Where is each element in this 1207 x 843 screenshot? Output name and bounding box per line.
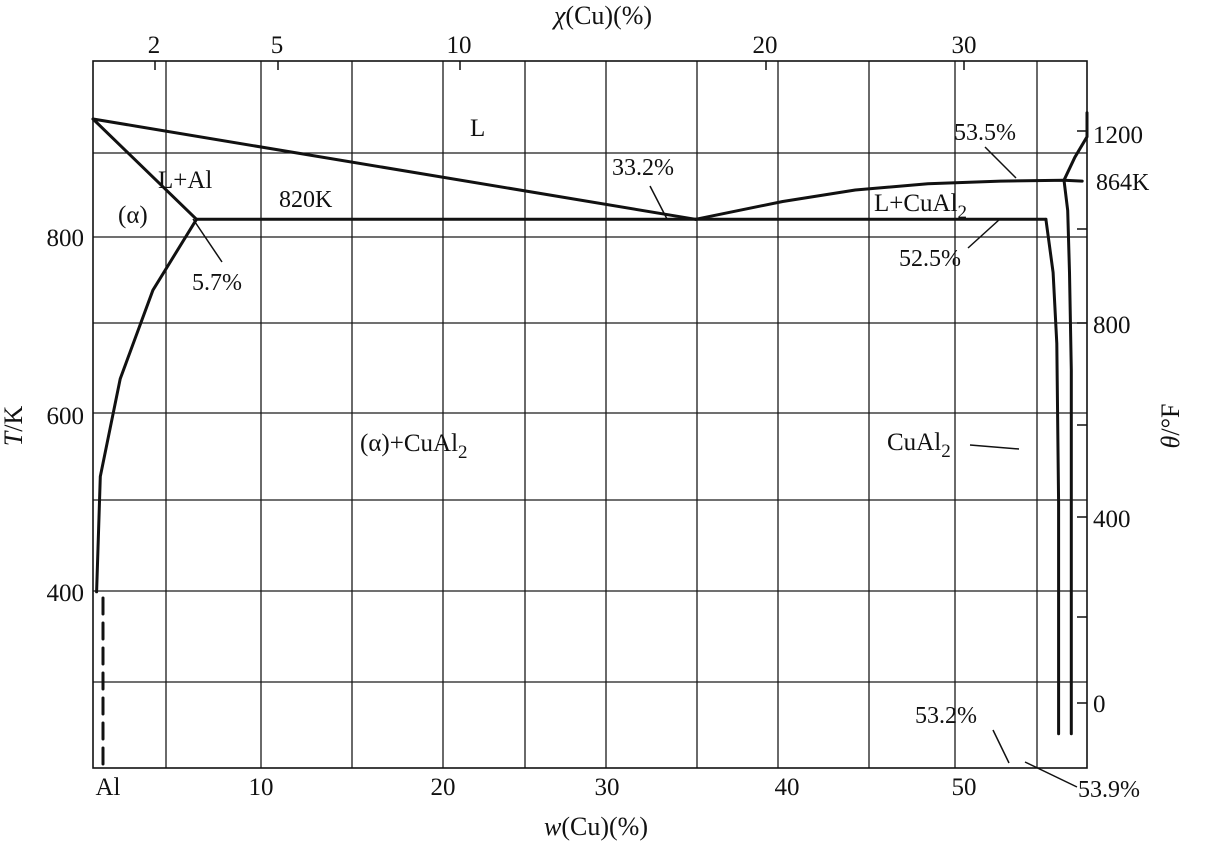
left-axis-labels: 800 600 400 [47,225,85,607]
right-tick-0: 0 [1093,691,1106,718]
left-tick-600: 600 [47,403,85,430]
right-tick-1200: 1200 [1093,122,1143,149]
top-axis-labels: 2 5 10 20 30 [148,32,977,59]
top-axis-title: χ(Cu)(%) [551,1,652,30]
leader-53-2 [992,729,1010,764]
top-tick-30: 30 [952,32,977,59]
bottom-tick-30: 30 [595,774,620,801]
top-axis-var: χ [551,1,566,30]
left-axis-title: T/K [0,406,28,447]
bottom-axis-title: w(Cu)(%) [544,812,648,841]
leader-53-5 [984,146,1017,179]
region-cual2: CuAl2 [887,429,951,462]
bottom-tick-20: 20 [431,774,456,801]
leader-lines [192,146,1078,788]
note-53-5-percent: 53.5% [954,120,1016,146]
region-l-plus-al: L+Al [158,167,212,194]
curve-liquidus-al [91,117,198,221]
curve-solvus-alpha [95,217,198,594]
note-53-9-percent: 53.9% [1078,777,1140,803]
note-33-2-percent: 33.2% [612,155,674,181]
left-tick-800: 800 [47,225,85,252]
grid [93,61,1087,768]
right-tick-400: 400 [1093,506,1131,533]
right-axis-labels: 1200 800 400 0 [1093,122,1143,718]
axis-ticks [154,61,1087,704]
top-tick-5: 5 [271,32,284,59]
left-axis-unit: /K [0,406,28,432]
leader-33-2 [649,185,668,220]
bottom-axis-labels: Al 10 20 30 40 50 [96,774,977,801]
bottom-origin-al: Al [96,774,121,801]
left-tick-400: 400 [47,580,85,607]
note-53-2-percent: 53.2% [915,703,977,729]
bottom-tick-40: 40 [775,774,800,801]
left-axis-var: T [0,430,28,446]
eutectic-temp-label: 820K [279,187,333,213]
curve-liquidus-eutectic [91,117,698,221]
top-tick-10: 10 [447,32,472,59]
region-l: L [470,115,485,142]
bottom-tick-50: 50 [952,774,977,801]
top-tick-20: 20 [753,32,778,59]
bottom-axis-unit: (Cu)(%) [561,812,648,841]
top-tick-2: 2 [148,32,161,59]
leader-52-5 [967,218,1001,249]
top-axis-unit: (Cu)(%) [565,1,652,30]
leader-53-9 [1024,761,1078,788]
curve-cual2-left [1044,217,1061,736]
leader-cual2 [969,444,1020,450]
plot-frame [92,60,1088,769]
region-alpha-plus-cual2: (α)+CuAl2 [360,430,468,463]
bottom-tick-10: 10 [249,774,274,801]
curve-cual2-right [1062,111,1089,736]
right-axis-unit: /°F [1156,404,1185,436]
right-tick-800: 800 [1093,312,1131,339]
right-axis-var: θ [1156,435,1185,448]
leader-5-7 [192,218,223,263]
phase-boundaries [91,111,1089,736]
note-52-5-percent: 52.5% [899,246,961,272]
bottom-axis-var: w [544,812,562,841]
right-axis-title: θ/°F [1156,404,1185,449]
note-5-7-percent: 5.7% [192,270,242,296]
melting-temp-label: 864K [1096,170,1150,196]
region-alpha: (α) [118,202,148,229]
